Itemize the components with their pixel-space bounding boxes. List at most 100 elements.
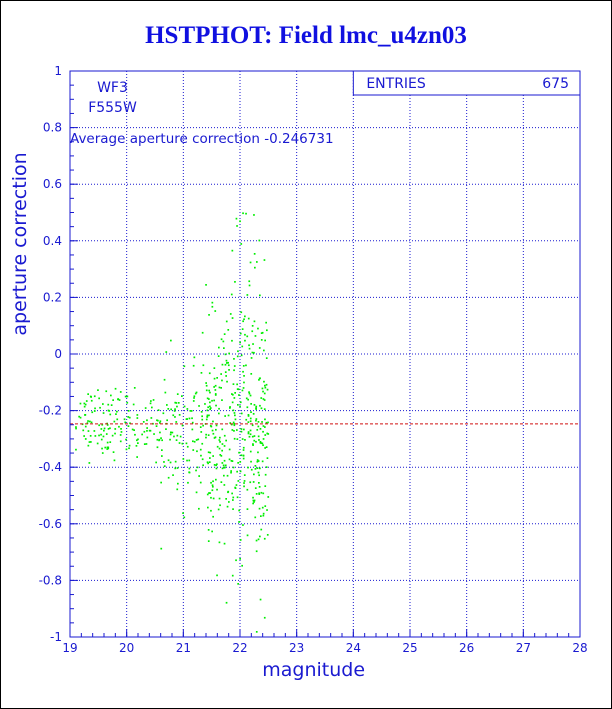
- stats-entries-value: 675: [542, 76, 569, 92]
- data-point: [192, 400, 195, 402]
- data-point: [259, 294, 261, 297]
- data-point: [235, 217, 238, 220]
- data-point: [264, 505, 267, 507]
- data-point: [257, 538, 260, 541]
- data-point: [262, 430, 264, 433]
- data-point: [236, 355, 239, 358]
- data-point: [175, 421, 178, 423]
- data-point: [258, 347, 261, 349]
- data-point: [127, 416, 130, 418]
- data-point: [247, 414, 250, 416]
- data-point: [211, 429, 214, 432]
- data-point: [201, 458, 204, 461]
- data-point: [148, 429, 151, 432]
- data-point: [222, 464, 225, 467]
- data-point: [195, 439, 198, 441]
- x-tick-label: 28: [572, 641, 587, 655]
- data-point: [264, 447, 266, 449]
- data-point: [112, 399, 114, 401]
- data-point: [211, 301, 214, 304]
- y-tick-label: 0.2: [43, 290, 62, 304]
- data-point: [215, 404, 217, 407]
- data-point: [84, 414, 87, 416]
- data-point: [259, 598, 262, 601]
- data-point: [264, 426, 266, 428]
- data-point: [191, 417, 193, 420]
- data-point: [259, 535, 261, 538]
- data-point: [183, 365, 186, 368]
- data-point: [229, 422, 232, 424]
- data-point: [193, 395, 196, 398]
- data-point: [131, 428, 134, 431]
- data-point: [236, 470, 238, 473]
- data-point: [206, 414, 209, 417]
- data-point: [242, 370, 244, 373]
- data-point: [102, 403, 104, 405]
- data-point: [212, 420, 214, 423]
- data-point: [112, 451, 115, 453]
- data-point: [257, 421, 260, 423]
- data-point: [257, 451, 259, 454]
- data-point: [224, 363, 227, 366]
- data-point: [162, 412, 165, 415]
- data-point: [228, 458, 231, 461]
- data-point: [245, 397, 248, 400]
- data-point: [223, 459, 226, 462]
- data-point: [210, 481, 212, 484]
- data-point: [248, 391, 250, 393]
- data-point: [167, 459, 170, 462]
- data-point: [107, 403, 110, 406]
- data-point: [83, 405, 86, 408]
- data-point: [211, 399, 213, 402]
- data-point: [249, 450, 252, 453]
- data-point: [249, 417, 252, 420]
- data-point: [247, 398, 249, 401]
- data-point: [260, 528, 263, 531]
- data-point: [230, 470, 232, 472]
- data-point: [255, 631, 258, 633]
- data-point: [205, 382, 207, 384]
- data-point: [176, 488, 179, 491]
- data-point: [256, 429, 259, 431]
- data-point: [88, 441, 91, 443]
- data-point: [201, 442, 204, 445]
- data-point: [188, 417, 191, 420]
- data-point: [101, 447, 103, 450]
- data-point: [166, 404, 168, 406]
- data-point: [208, 492, 210, 494]
- data-point: [225, 375, 227, 377]
- data-point: [192, 449, 195, 451]
- data-point: [258, 482, 260, 484]
- data-point: [242, 365, 245, 367]
- average-annotation: Average aperture correction -0.246731: [70, 131, 334, 147]
- data-point: [253, 501, 255, 503]
- data-point: [185, 442, 188, 445]
- data-point: [207, 462, 209, 465]
- x-tick-label: 26: [459, 641, 474, 655]
- data-point: [215, 428, 217, 431]
- data-point: [253, 439, 256, 442]
- data-point: [255, 418, 258, 420]
- data-point: [220, 481, 223, 483]
- data-point: [260, 339, 263, 341]
- y-tick-label: -0.8: [39, 573, 62, 587]
- data-point: [237, 404, 239, 406]
- stats-box: ENTRIES 675: [352, 70, 581, 96]
- data-point: [223, 434, 226, 437]
- data-point: [119, 440, 122, 443]
- data-point: [84, 438, 87, 440]
- data-point: [90, 441, 92, 443]
- data-point: [165, 351, 168, 353]
- data-point: [263, 380, 265, 383]
- data-point: [267, 496, 270, 498]
- data-point: [163, 461, 165, 463]
- data-point: [213, 386, 215, 388]
- data-point: [195, 391, 198, 394]
- x-tick-label: 20: [119, 641, 134, 655]
- data-point: [215, 467, 218, 470]
- data-point: [167, 476, 170, 479]
- y-tick-label: 0.8: [43, 121, 62, 135]
- data-point: [262, 425, 265, 427]
- data-point: [91, 411, 94, 414]
